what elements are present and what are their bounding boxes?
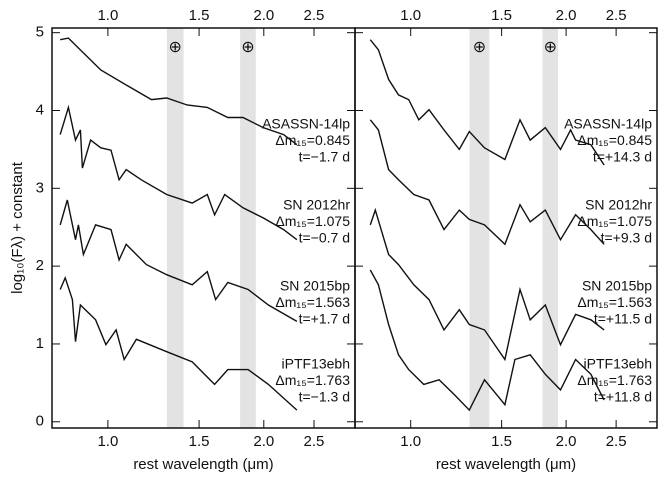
earth-symbol: ⊕ (241, 39, 254, 56)
spectrum (369, 269, 605, 412)
spectrum-label: t=+1.7 d (299, 311, 350, 327)
spectrum-label: SN 2012hr (585, 197, 652, 213)
x-axis-label: rest wavelength (μm) (436, 456, 576, 473)
x-tick-label: 1.0 (400, 433, 421, 450)
spectrum-label: t=−1.3 d (299, 389, 350, 405)
x-tick-label: 2.0 (253, 433, 274, 450)
x-tick-label-top: 1.5 (491, 7, 512, 24)
spectrum (60, 37, 298, 146)
spectrum-label: t=−1.7 d (299, 149, 350, 165)
spectrum-label: t=+11.5 d (594, 311, 652, 327)
spectrum-label: ASASSN-14lp (564, 116, 652, 132)
telluric-band (166, 28, 184, 428)
spectrum (369, 119, 605, 246)
x-tick-label: 2.5 (304, 433, 325, 450)
spectrum-label: SN 2012hr (283, 197, 350, 213)
y-tick-label: 5 (36, 24, 44, 41)
spectrum-label: SN 2015bp (582, 278, 652, 294)
y-axis-label: log₁₀(Fλ) + constant (9, 161, 26, 294)
spectrum-label: Δm₁₅=0.845 (275, 132, 350, 148)
spectrum (369, 207, 605, 362)
x-tick-label: 2.5 (606, 433, 627, 450)
y-tick-label: 4 (36, 101, 44, 118)
plot-frame (354, 27, 658, 429)
earth-symbol: ⊕ (473, 39, 486, 56)
spectrum-label: iPTF13ebh (584, 356, 652, 372)
x-tick-label-top: 1.5 (189, 7, 210, 24)
x-tick-label: 1.5 (491, 433, 512, 450)
spectrum-label: Δm₁₅=1.763 (275, 372, 350, 388)
spectrum (369, 39, 605, 166)
telluric-band (469, 28, 490, 428)
x-tick-label-top: 2.0 (253, 7, 274, 24)
x-tick-label-top: 1.0 (400, 7, 421, 24)
x-axis-label: rest wavelength (μm) (133, 456, 273, 473)
spectrum-label: ASASSN-14lp (262, 116, 350, 132)
spectrum (59, 199, 298, 323)
spectrum-label: iPTF13ebh (282, 356, 350, 372)
spectrum-label: Δm₁₅=1.075 (275, 213, 350, 229)
spectrum (59, 275, 298, 411)
spectrum (59, 104, 298, 241)
y-tick-label: 3 (36, 179, 44, 196)
spectrum-label: SN 2015bp (280, 278, 350, 294)
x-tick-label-top: 1.0 (97, 7, 118, 24)
spectrum-label: Δm₁₅=1.563 (275, 294, 350, 310)
earth-symbol: ⊕ (169, 39, 182, 56)
spectrum-label: Δm₁₅=1.075 (577, 213, 652, 229)
x-tick-label: 2.0 (556, 433, 577, 450)
y-tick-label: 2 (36, 257, 44, 274)
x-tick-label-top: 2.5 (304, 7, 325, 24)
x-tick-label: 1.0 (97, 433, 118, 450)
spectrum-label: t=−0.7 d (299, 230, 350, 246)
y-tick-label: 0 (36, 413, 44, 430)
x-tick-label: 1.5 (189, 433, 210, 450)
x-tick-label-top: 2.5 (606, 7, 627, 24)
telluric-band (542, 28, 559, 428)
spectrum-label: Δm₁₅=1.563 (577, 294, 652, 310)
telluric-band (240, 28, 256, 428)
spectrum-label: t=+14.3 d (593, 149, 652, 165)
earth-symbol: ⊕ (544, 39, 557, 56)
spectrum-label: Δm₁₅=0.845 (577, 132, 652, 148)
x-tick-label-top: 2.0 (556, 7, 577, 24)
spectrum-label: Δm₁₅=1.763 (577, 372, 652, 388)
spectrum-label: t=+9.3 d (601, 230, 652, 246)
y-tick-label: 1 (36, 335, 44, 352)
spectrum-label: t=+11.8 d (594, 389, 652, 405)
